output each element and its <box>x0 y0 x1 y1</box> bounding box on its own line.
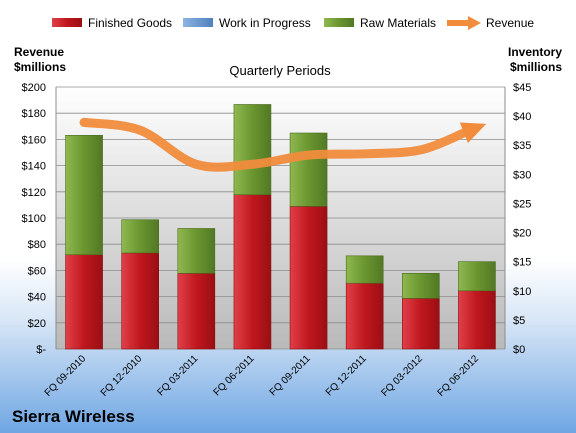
revenue-arrowhead <box>459 122 487 143</box>
x-tick-label: FQ 03-2012 <box>379 353 425 399</box>
left-tick-label: $- <box>36 344 46 356</box>
legend-label-finished-goods: Finished Goods <box>88 16 172 30</box>
legend-label-revenue: Revenue <box>486 16 534 30</box>
x-tick-label: FQ 03-2011 <box>155 353 200 398</box>
chart-title: Quarterly Periods <box>229 63 331 78</box>
revenue-line <box>79 117 487 172</box>
bar-raw-materials <box>233 104 272 196</box>
legend-label-raw-materials: Raw Materials <box>360 16 436 30</box>
left-axis-title-line2: $millions <box>14 60 66 74</box>
legend-arrowhead-revenue <box>468 16 481 30</box>
left-axis-title-line1: Revenue <box>14 45 64 59</box>
left-tick-label: $40 <box>28 292 46 304</box>
right-tick-label: $35 <box>513 140 531 152</box>
legend-label-work-in-progress: Work in Progress <box>219 16 311 30</box>
left-tick-label: $200 <box>22 82 46 94</box>
x-tick-label: FQ 12-2011 <box>324 353 369 398</box>
right-tick-label: $15 <box>513 257 531 269</box>
left-tick-label: $100 <box>22 213 46 225</box>
right-tick-label: $45 <box>513 82 531 94</box>
bar-finished-goods <box>345 282 384 350</box>
company-name: Sierra Wireless <box>12 407 135 426</box>
revenue-line-path <box>79 117 471 172</box>
bar-raw-materials <box>402 273 440 299</box>
bar-raw-materials <box>121 219 159 254</box>
right-tick-label: $30 <box>513 169 531 181</box>
right-axis-title-line2: $millions <box>510 60 562 74</box>
legend: Finished Goods Work in Progress Raw Mate… <box>52 16 534 30</box>
legend-swatch-raw-materials <box>324 18 354 27</box>
bar-raw-materials <box>345 255 384 284</box>
right-tick-label: $5 <box>513 315 525 327</box>
bar-finished-goods <box>177 273 216 350</box>
x-axis: FQ 09-2010 FQ 12-2010 FQ 03-2011 FQ 06-2011… <box>43 353 482 399</box>
left-tick-label: $80 <box>28 239 46 251</box>
right-tick-label: $25 <box>513 198 531 210</box>
left-tick-label: $120 <box>22 187 46 199</box>
legend-swatch-finished-goods <box>52 18 82 27</box>
x-tick-label: FQ 06-2012 <box>436 353 482 399</box>
bar-finished-goods <box>65 254 103 350</box>
right-axis-title-line1: Inventory <box>508 45 562 59</box>
bar-raw-materials <box>458 261 496 292</box>
x-tick-label: FQ 09-2011 <box>268 353 313 398</box>
right-tick-label: $10 <box>513 286 531 298</box>
x-tick-label: FQ 12-2010 <box>99 353 145 399</box>
left-tick-label: $140 <box>22 161 46 173</box>
right-tick-label: $20 <box>513 228 531 240</box>
bar-finished-goods <box>233 194 272 350</box>
left-tick-label: $20 <box>28 318 46 330</box>
bar-finished-goods <box>402 298 440 350</box>
left-axis: $- $20 $40 $60 $80 $100 $120 $140 $160 $180 $200 <box>22 82 47 356</box>
right-tick-label: $40 <box>513 111 531 123</box>
left-tick-label: $60 <box>28 265 46 277</box>
bars <box>65 104 496 350</box>
x-tick-label: FQ 09-2010 <box>43 353 89 399</box>
bar-raw-materials <box>177 228 216 274</box>
bar-finished-goods <box>121 252 159 350</box>
x-tick-label: FQ 06-2011 <box>212 353 257 398</box>
bar-raw-materials <box>65 135 103 255</box>
bar-finished-goods <box>458 290 496 350</box>
left-tick-label: $180 <box>22 108 46 120</box>
bar-raw-materials <box>289 132 328 207</box>
legend-swatch-work-in-progress <box>183 18 213 27</box>
left-tick-label: $160 <box>22 134 46 146</box>
right-axis: $0 $5 $10 $15 $20 $25 $30 $35 $40 $45 <box>513 82 531 356</box>
right-tick-label: $0 <box>513 344 525 356</box>
bar-finished-goods <box>289 206 328 350</box>
